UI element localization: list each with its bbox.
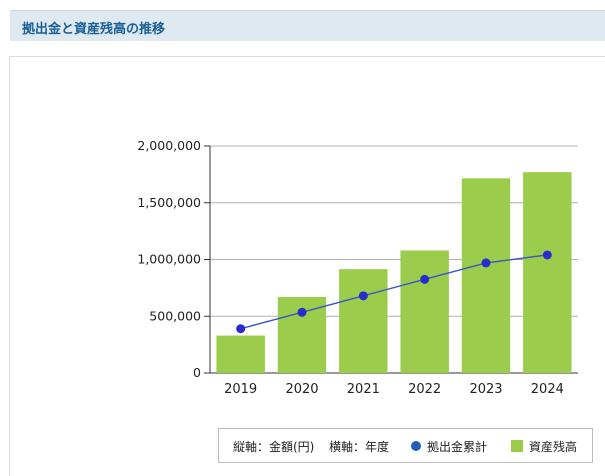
legend-vertical-axis-note: 縦軸：金額(円) xyxy=(233,440,315,454)
line-point-2024 xyxy=(542,250,552,260)
x-tick-label: 2022 xyxy=(408,382,441,397)
legend-line-marker-icon xyxy=(411,441,421,451)
y-tick-label: 0 xyxy=(193,365,201,380)
bar-2024 xyxy=(523,172,572,373)
line-point-2023 xyxy=(481,258,491,268)
legend-line-label: 拠出金累計 xyxy=(427,440,488,454)
section-header: 拠出金と資産残高の推移 xyxy=(10,10,605,41)
legend-bar-swatch-icon xyxy=(511,440,523,452)
legend-horizontal-axis-note: 横軸：年度 xyxy=(329,440,390,454)
line-series xyxy=(240,254,548,330)
line-point-2021 xyxy=(358,291,368,301)
bar-2019 xyxy=(216,335,265,373)
chart-legend: 縦軸：金額(円) 横軸：年度 拠出金累計 資産残高 xyxy=(218,428,593,463)
line-point-2022 xyxy=(420,274,430,284)
y-tick-label: 2,000,000 xyxy=(137,138,201,153)
x-tick-label: 2024 xyxy=(531,382,564,397)
section-title: 拠出金と資産残高の推移 xyxy=(22,22,166,37)
bar-2022 xyxy=(400,250,449,373)
x-tick-label: 2020 xyxy=(285,382,318,397)
legend-bar-label: 資産残高 xyxy=(529,440,578,454)
y-tick-label: 1,500,000 xyxy=(137,195,201,210)
y-tick-label: 1,000,000 xyxy=(137,252,201,267)
line-point-2019 xyxy=(236,324,246,334)
y-tick-label: 500,000 xyxy=(149,308,201,323)
bar-2021 xyxy=(339,269,388,373)
line-point-2020 xyxy=(297,307,307,317)
x-tick-label: 2021 xyxy=(347,382,380,397)
bar-2023 xyxy=(461,178,511,373)
x-tick-label: 2023 xyxy=(469,382,502,397)
x-tick-label: 2019 xyxy=(224,382,257,397)
